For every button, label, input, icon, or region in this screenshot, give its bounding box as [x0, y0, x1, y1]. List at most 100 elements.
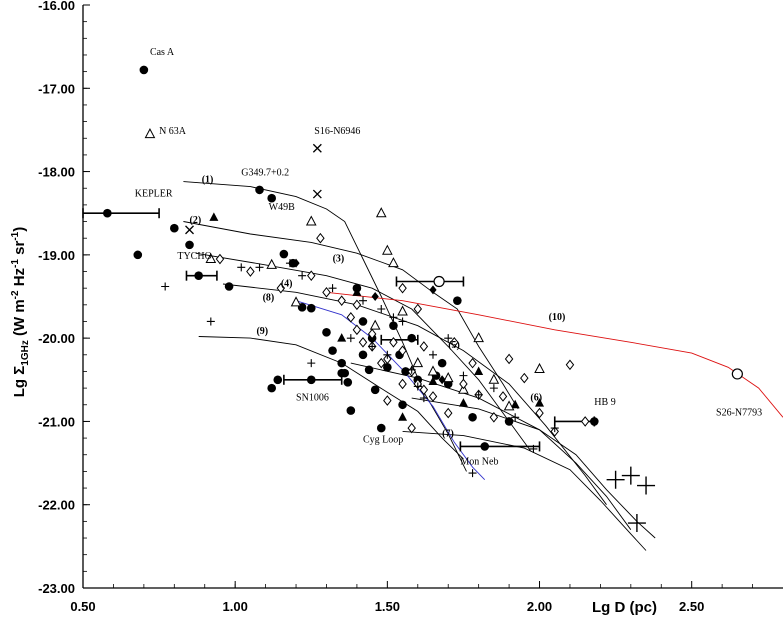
point-plus [237, 263, 246, 272]
point-plus [298, 271, 307, 280]
y-tick-label: -23.00 [38, 581, 75, 596]
point-open-triangle [442, 372, 454, 383]
y-axis-title-hz: Hz [11, 268, 28, 291]
point-open-triangle [144, 128, 156, 139]
point-filled-triangle [458, 398, 468, 407]
point-plus [407, 365, 416, 374]
y-tick-label: -16.00 [38, 0, 75, 13]
object-label: Mon Neb [460, 457, 498, 468]
object-label: Cas A [150, 47, 175, 58]
object-label: SN1006 [296, 393, 329, 404]
point-plus [550, 424, 559, 433]
point-filled-circle [343, 377, 353, 387]
point-open-triangle [412, 357, 424, 368]
x-tick-label: 2.00 [527, 599, 552, 614]
point-plus [529, 444, 538, 453]
point-open-triangle [290, 296, 302, 307]
point-plus [307, 359, 316, 368]
point-open-diamond [580, 416, 590, 427]
point-open-circle [731, 368, 743, 380]
curve-label: (4) [281, 279, 293, 290]
point-open-diamond [377, 357, 386, 369]
point-open-diamond [215, 253, 225, 265]
point-filled-triangle [209, 212, 219, 221]
point-open-diamond [352, 299, 362, 311]
point-open-diamond [398, 345, 407, 356]
point-plus [489, 384, 498, 393]
point-filled-circle [255, 185, 264, 195]
point-big-plus [637, 476, 656, 495]
annotations: (1) (2) (3) (4) (8) (9) (5) (6) (7) (10) Cas A N 63… [135, 47, 762, 468]
point-filled-circle [328, 346, 337, 355]
point-open-triangle [503, 400, 515, 411]
object-label: HB 9 [594, 397, 615, 408]
point-open-triangle [473, 332, 484, 343]
point-plus [459, 371, 468, 380]
object-label: Cyg Loop [363, 434, 403, 445]
curve-label: (5) [448, 340, 460, 351]
y-tick-label: -17.00 [38, 81, 75, 96]
object-label: N 63A [159, 126, 187, 137]
x-tick-label: 2.50 [679, 599, 704, 614]
point-filled-circle [383, 362, 392, 372]
y-axis-title-sub: 1GHz [20, 340, 31, 366]
point-filled-circle [370, 385, 380, 395]
point-filled-circle [133, 250, 143, 260]
point-cross [312, 189, 322, 199]
point-cross [185, 225, 194, 235]
point-plus [377, 304, 386, 313]
point-open-diamond [389, 337, 398, 348]
point-filled-circle [358, 350, 368, 360]
object-label: S26-N7793 [716, 408, 762, 419]
point-open-diamond [459, 378, 468, 390]
y-axis-title: Lg Σ1GHz (W m-2 Hz-1 sr-1) [10, 227, 31, 397]
point-filled-circle [279, 249, 289, 259]
point-filled-diamond [429, 285, 437, 295]
error-bars [82, 208, 596, 452]
x-tick-label: 1.50 [375, 599, 400, 614]
point-plus [359, 296, 367, 305]
curve-label: (8) [263, 293, 275, 304]
point-open-diamond [413, 303, 423, 315]
point-filled-circle [398, 400, 407, 410]
curve-label: (10) [549, 312, 566, 323]
data-points [103, 65, 743, 533]
point-filled-circle [337, 358, 346, 368]
point-filled-diamond [292, 258, 300, 268]
y-axis-title-close: ) [11, 227, 28, 232]
point-filled-circle [267, 383, 276, 393]
point-open-diamond [398, 282, 407, 294]
point-open-diamond [419, 341, 429, 352]
point-open-triangle [397, 305, 408, 316]
y-axis-title-exp3: -1 [10, 231, 21, 240]
point-open-triangle [388, 257, 399, 268]
point-open-diamond [535, 407, 544, 419]
point-open-diamond [398, 378, 407, 390]
point-open-triangle [375, 207, 387, 218]
fit-curve-10 [326, 291, 783, 418]
point-open-triangle [369, 319, 381, 330]
point-open-diamond [367, 328, 377, 340]
point-plus [389, 313, 398, 322]
point-open-triangle [205, 252, 217, 264]
point-plus [474, 390, 483, 399]
point-filled-circle [480, 442, 490, 451]
point-filled-triangle [352, 287, 362, 296]
curve-label: (9) [256, 326, 268, 337]
point-filled-circle [504, 417, 514, 426]
point-filled-circle [468, 412, 477, 422]
point-open-diamond [276, 282, 286, 294]
point-filled-circle [267, 193, 276, 203]
point-filled-circle [346, 406, 356, 415]
y-axis-title-units: (W m [11, 299, 28, 340]
point-filled-circle [364, 365, 374, 375]
point-filled-circle [306, 375, 316, 385]
point-plus [398, 317, 407, 326]
point-filled-circle [194, 271, 203, 280]
fit-curve-9 [198, 336, 464, 460]
x-tick-label: 1.00 [223, 599, 248, 614]
point-open-triangle [427, 365, 439, 376]
point-open-diamond [443, 407, 453, 419]
point-open-diamond [246, 266, 255, 277]
